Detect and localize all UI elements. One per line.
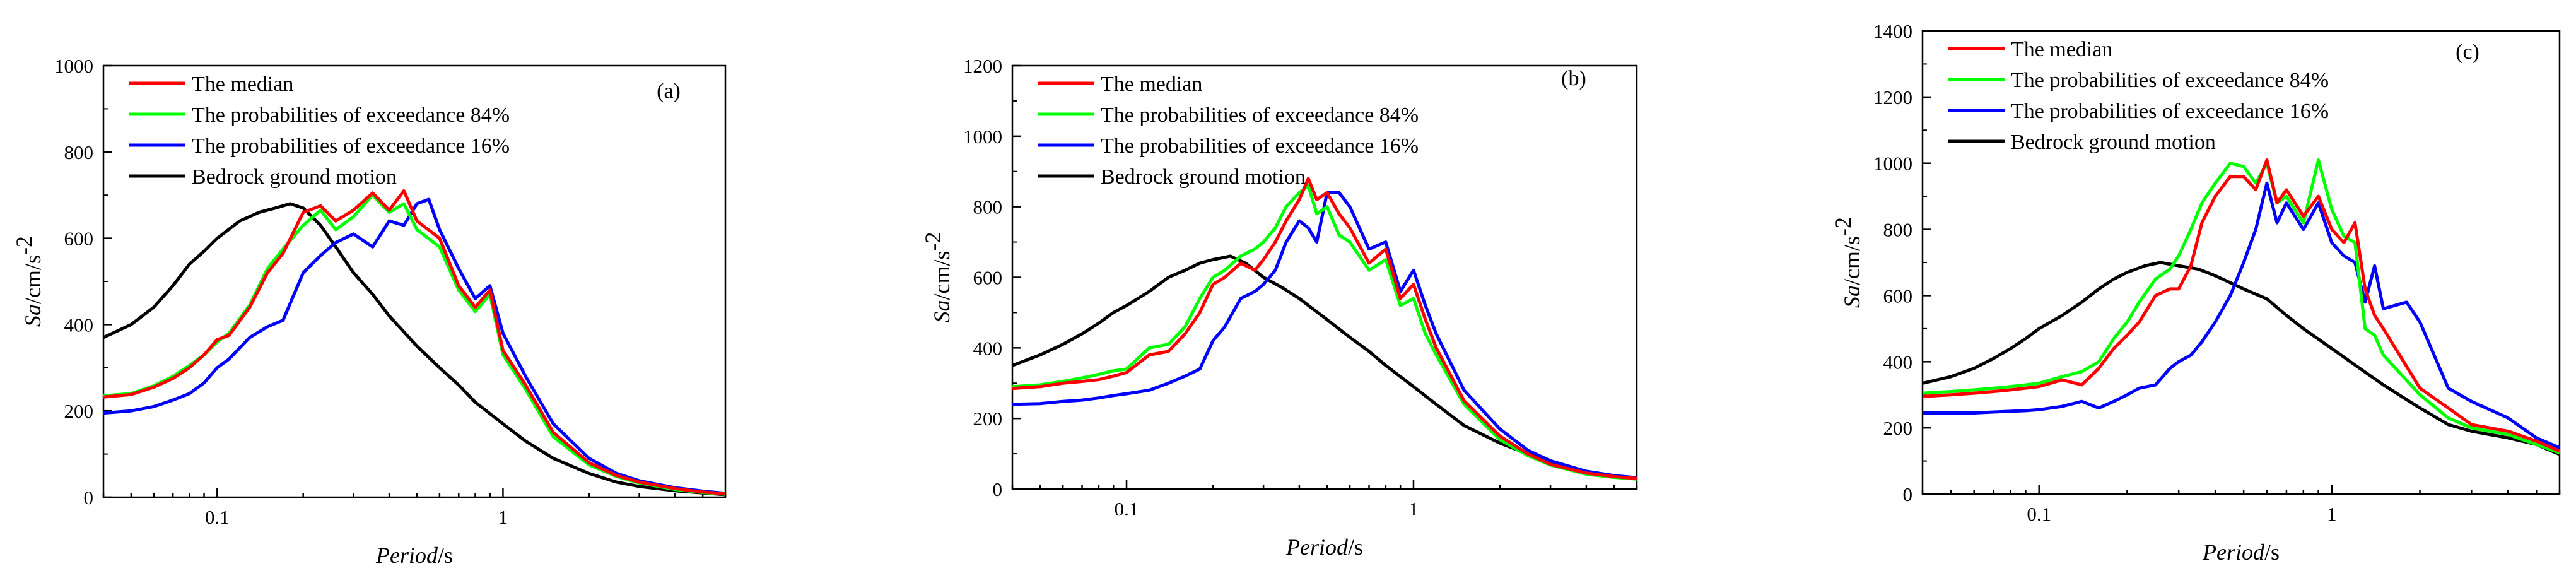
legend-label: Bedrock ground motion — [2011, 131, 2216, 154]
legend-label: The probabilities of exceedance 84% — [2011, 69, 2329, 92]
series-line-3 — [1012, 191, 1637, 480]
y-axis-label: Sa/cm/s-2 — [920, 232, 954, 323]
x-tick-label: 1 — [2327, 503, 2337, 525]
legend-label: Bedrock ground motion — [1101, 165, 1306, 189]
series-line-3 — [1923, 181, 2560, 449]
plot-frame — [102, 64, 727, 498]
series-line-1 — [1012, 177, 1637, 480]
legend-label: The probabilities of exceedance 84% — [1101, 103, 1419, 127]
series-line-4 — [1012, 254, 1637, 480]
y-axis-label: Sa/cm/s-2 — [11, 236, 45, 327]
y-tick-label: 400 — [973, 337, 1003, 359]
y-tick-label: 600 — [973, 267, 1003, 289]
legend-label: The median — [192, 73, 293, 96]
x-tick-label: 0.1 — [205, 506, 230, 528]
y-tick-label: 0 — [993, 478, 1003, 500]
x-axis-label: Period/s — [375, 543, 453, 568]
y-tick-label: 400 — [1883, 351, 1913, 373]
legend-label: The probabilities of exceedance 16% — [2011, 100, 2329, 123]
panel-tag: (b) — [1561, 67, 1586, 90]
plot-frame — [1011, 64, 1638, 490]
x-axis-label: Period/s — [2202, 539, 2280, 565]
panel-tag: (a) — [657, 80, 681, 103]
legend-label: The median — [2011, 38, 2112, 61]
legend-label: Bedrock ground motion — [192, 165, 397, 189]
y-tick-label: 200 — [64, 400, 94, 422]
x-tick-label: 1 — [1408, 498, 1419, 520]
y-tick-label: 0 — [1903, 483, 1913, 505]
y-tick-label: 1000 — [54, 55, 93, 77]
y-tick-label: 1400 — [1873, 20, 1912, 42]
series-line-1 — [1923, 158, 2560, 453]
legend-label: The probabilities of exceedance 84% — [192, 103, 510, 127]
legend-label: The probabilities of exceedance 16% — [1101, 134, 1419, 158]
chart-panel-2: 0 200 400 600 800 1000 1200 0.1 1 Period/s Sa/cm/s… — [920, 55, 1638, 560]
y-tick-label: 600 — [64, 228, 94, 250]
y-tick-label: 400 — [64, 314, 94, 336]
y-tick-label: 800 — [973, 196, 1003, 218]
x-axis-label: Period/s — [1285, 534, 1363, 560]
chart-panel-1: 0 200 400 600 800 1000 0.1 1 Period/s Sa/cm/s-2 Th… — [11, 55, 727, 568]
series-line-2 — [1012, 184, 1637, 481]
y-axis-label: Sa/cm/s-2 — [1830, 217, 1865, 308]
y-tick-label: 1000 — [963, 126, 1002, 148]
y-tick-label: 600 — [1883, 285, 1913, 307]
x-tick-label: 0.1 — [2027, 503, 2051, 525]
legend-label: The median — [1101, 73, 1202, 96]
y-tick-label: 200 — [1883, 417, 1913, 439]
series-line-3 — [103, 197, 725, 495]
y-tick-label: 1000 — [1873, 153, 1912, 175]
y-tick-label: 0 — [84, 486, 94, 509]
y-tick-label: 1200 — [1873, 86, 1912, 109]
panel-tag: (c) — [2456, 40, 2479, 64]
series-line-4 — [103, 202, 725, 497]
x-tick-label: 0.1 — [1115, 498, 1139, 520]
series-line-1 — [103, 189, 725, 495]
y-tick-label: 800 — [64, 141, 94, 163]
series-line-2 — [1923, 158, 2560, 454]
y-tick-label: 800 — [1883, 219, 1913, 241]
y-tick-label: 1200 — [963, 55, 1002, 77]
y-tick-label: 200 — [973, 408, 1003, 430]
legend-label: The probabilities of exceedance 16% — [192, 134, 510, 158]
chart-panel-3: 0 200 400 600 800 1000 1200 1400 0.1 1 Period/s Sa/… — [1830, 20, 2561, 565]
x-tick-label: 1 — [498, 506, 508, 528]
